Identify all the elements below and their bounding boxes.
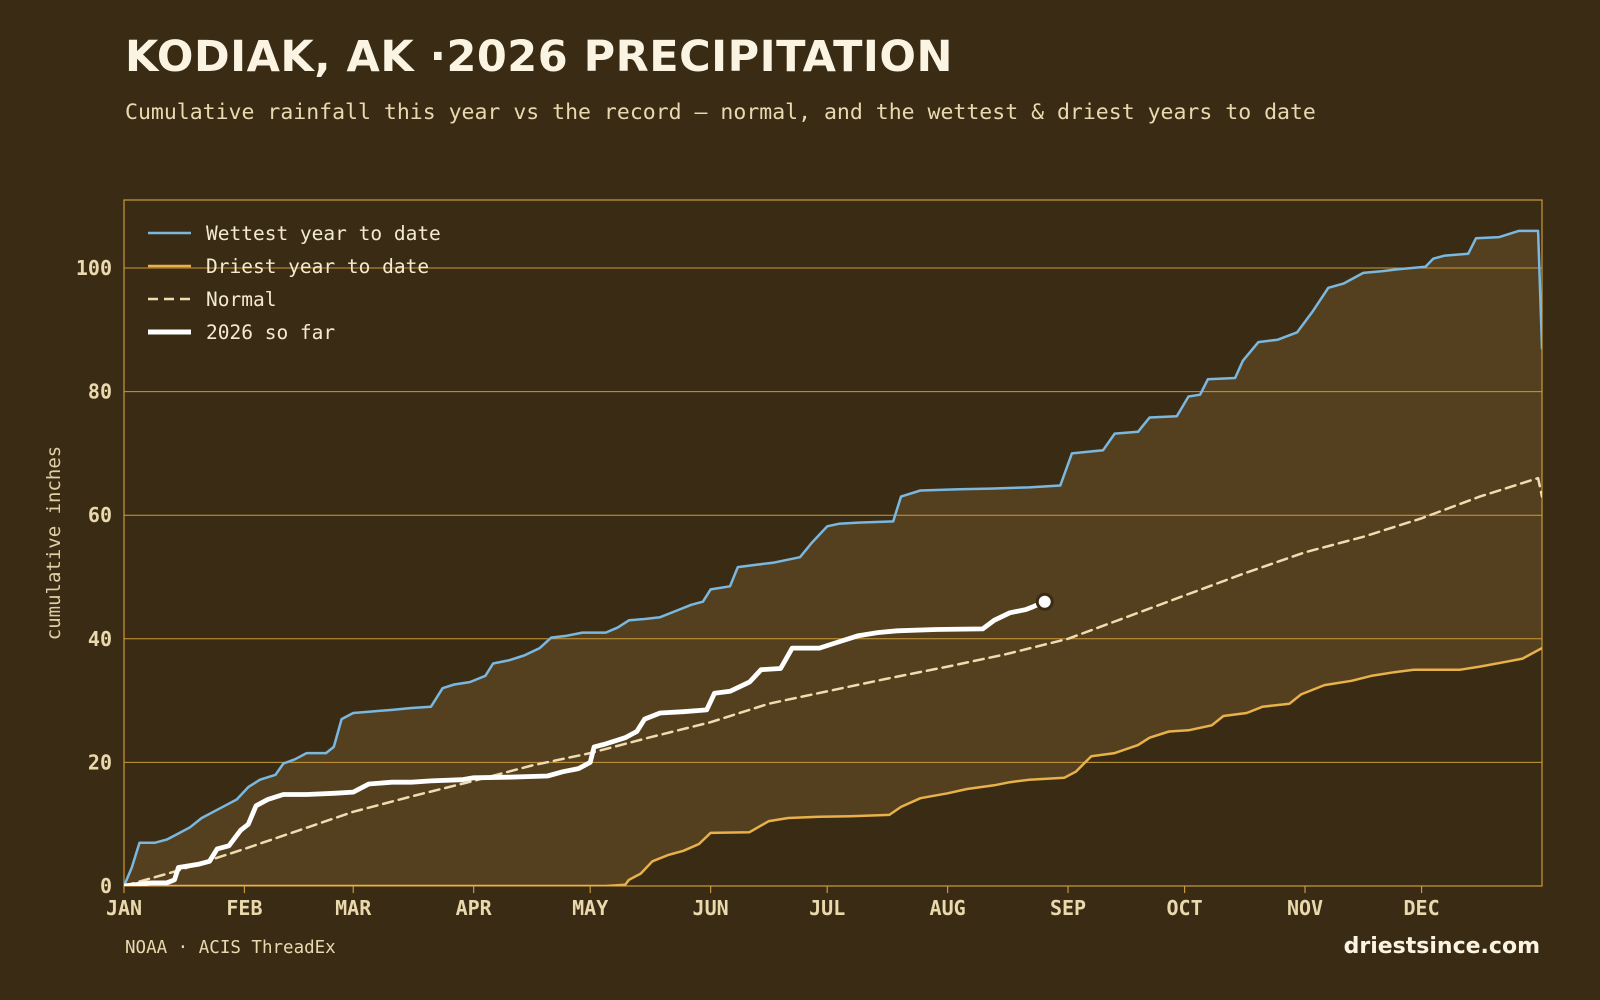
legend-item-normal: Normal <box>148 288 276 311</box>
x-tick-label: FEB <box>226 896 262 920</box>
driest-line <box>124 646 1542 886</box>
x-tick-label: OCT <box>1167 896 1203 920</box>
x-tick-label: AUG <box>930 896 966 920</box>
brand-link[interactable]: driestsince.com <box>1343 934 1540 959</box>
legend-item-current: 2026 so far <box>148 321 335 344</box>
x-tick-label: JAN <box>106 896 142 920</box>
current-year-line <box>124 599 1048 886</box>
legend-label: Normal <box>206 288 276 311</box>
chart-title: KODIAK, AK ·2026 PRECIPITATION <box>125 32 953 82</box>
legend: Wettest year to date Driest year to date N… <box>148 222 441 344</box>
source-note: NOAA · ACIS ThreadEx <box>125 938 336 958</box>
y-tick-label: 80 <box>88 380 112 404</box>
x-tick-label: APR <box>456 896 493 920</box>
x-tick-label: JUN <box>693 896 729 920</box>
normal-line <box>124 476 1542 886</box>
x-tick-label: SEP <box>1050 896 1086 920</box>
x-tick-label: MAR <box>335 896 372 920</box>
y-tick-label: 20 <box>88 750 112 774</box>
y-tick-label: 0 <box>100 874 112 898</box>
x-tick-label: JUL <box>809 896 845 920</box>
plot-frame <box>123 199 1543 887</box>
wettest-line <box>124 229 1542 886</box>
x-tick-label: NOV <box>1287 896 1323 920</box>
x-tick-label: DEC <box>1404 896 1440 920</box>
legend-label: 2026 so far <box>206 321 335 344</box>
wettest-driest-band <box>124 230 1542 886</box>
x-tick-label: MAY <box>572 896 608 920</box>
legend-label: Driest year to date <box>206 255 429 278</box>
chart-subtitle: Cumulative rainfall this year vs the rec… <box>125 100 1316 125</box>
y-axis-label: cumulative inches <box>43 446 65 640</box>
legend-label: Wettest year to date <box>206 222 441 245</box>
legend-item-driest: Driest year to date <box>148 255 429 278</box>
y-tick-label: 40 <box>88 627 112 651</box>
legend-item-wettest: Wettest year to date <box>148 222 441 245</box>
y-tick-label: 100 <box>76 256 112 280</box>
current-value-marker <box>1035 592 1054 611</box>
y-tick-label: 60 <box>88 503 112 527</box>
